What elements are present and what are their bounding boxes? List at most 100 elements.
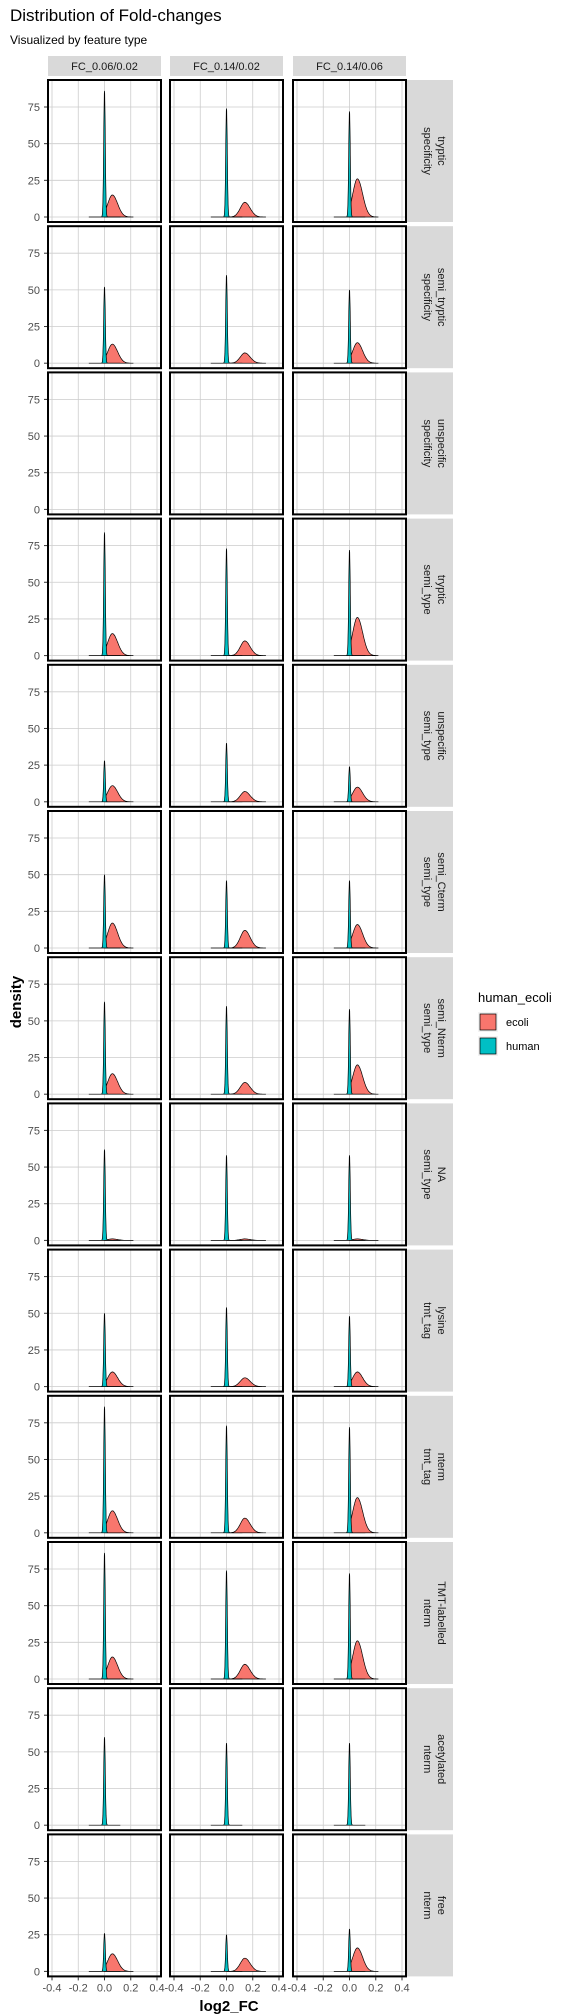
facet-panel <box>47 810 162 954</box>
row-strip-label: semi_Cterm <box>435 852 447 911</box>
human-density <box>210 1155 243 1241</box>
panel-border <box>169 1541 284 1685</box>
facet-panel <box>169 79 284 223</box>
human-density <box>210 1934 243 1972</box>
y-tick-label: 25 <box>28 175 40 187</box>
panel-border <box>47 1541 162 1685</box>
facet-panel <box>292 956 407 1101</box>
panel-border <box>169 810 284 954</box>
row-strip <box>407 1834 453 1977</box>
human-density <box>333 1316 366 1387</box>
y-tick-label: 25 <box>28 1784 40 1796</box>
ecoli-density <box>349 1497 379 1534</box>
y-tick-label: 75 <box>28 1856 40 1868</box>
human-density <box>88 1001 121 1095</box>
y-tick-label: 50 <box>28 431 40 443</box>
chart-title: Distribution of Fold-changes <box>10 6 222 25</box>
row-strip-label: specificity <box>421 420 433 468</box>
x-tick-label: 0.2 <box>123 1982 138 1994</box>
panel-border <box>47 810 162 954</box>
row-strip-label: tryptic <box>435 136 447 166</box>
y-tick-label: 50 <box>28 139 40 151</box>
human-density <box>333 289 366 364</box>
row-strip-label: nterm <box>421 1599 433 1627</box>
facet-panel <box>47 517 162 662</box>
panel-border <box>47 79 162 223</box>
panel-border <box>169 1833 284 1978</box>
human-density <box>88 286 121 364</box>
y-tick-label: 25 <box>28 322 40 334</box>
facet-panel <box>169 956 284 1101</box>
ecoli-density <box>226 1957 266 1972</box>
panel-border <box>292 371 407 516</box>
human-density <box>333 1928 366 1972</box>
human-density <box>210 1006 243 1095</box>
y-tick-label: 25 <box>28 468 40 480</box>
y-tick-label: 0 <box>34 1089 40 1101</box>
y-tick-label: 50 <box>28 285 40 297</box>
facet-panel <box>169 810 284 954</box>
panel-border <box>169 225 284 370</box>
human-density <box>210 548 243 656</box>
human-density <box>210 1743 243 1826</box>
ecoli-density <box>104 1238 134 1241</box>
ecoli-density <box>349 1238 379 1241</box>
human-density <box>88 874 121 949</box>
ecoli-density <box>226 930 266 949</box>
y-tick-label: 25 <box>28 760 40 772</box>
panel-border <box>47 371 162 516</box>
ecoli-density <box>226 1082 266 1095</box>
x-axis-title: log2_FC <box>199 1998 258 2015</box>
ecoli-density <box>104 633 134 656</box>
panel-border <box>47 517 162 662</box>
x-tick-label: -0.4 <box>288 1982 307 1994</box>
panel-border <box>169 79 284 223</box>
human-density <box>333 880 366 949</box>
human-density <box>88 1149 121 1241</box>
ecoli-density <box>104 1371 134 1387</box>
human-density <box>210 1307 243 1387</box>
y-tick-label: 75 <box>28 102 40 114</box>
y-tick-label: 50 <box>28 1454 40 1466</box>
ecoli-density <box>104 1953 134 1972</box>
legend-label-human: human <box>506 1041 540 1053</box>
facet-panels <box>47 79 407 1978</box>
facet-panel <box>47 1541 162 1685</box>
ecoli-density <box>349 178 379 218</box>
panel-border <box>292 1102 407 1247</box>
column-strip <box>293 56 406 76</box>
y-tick-label: 50 <box>28 1308 40 1320</box>
panel-border <box>292 517 407 662</box>
ecoli-density <box>226 1517 266 1534</box>
row-strip-label: tmt_tag <box>421 1302 433 1339</box>
row-strip <box>407 80 453 222</box>
human-density <box>333 111 366 218</box>
facet-panel <box>47 663 162 808</box>
human-density <box>88 1552 121 1680</box>
row-strip <box>407 226 453 369</box>
x-tick-label: -0.2 <box>191 1982 210 1994</box>
chart-subtitle: Visualized by feature type <box>10 33 148 47</box>
row-strip-label: semi_type <box>421 565 433 615</box>
facet-panel <box>292 1833 407 1978</box>
panel-border <box>292 663 407 808</box>
ecoli-density <box>226 201 266 218</box>
panel-border <box>292 1833 407 1978</box>
y-tick-label: 50 <box>28 1893 40 1905</box>
y-tick-label: 75 <box>28 1710 40 1722</box>
row-strip-label: semi_type <box>421 857 433 907</box>
human-density <box>333 1427 366 1534</box>
row-strip-label: semi_type <box>421 1003 433 1053</box>
x-tick-label: 0.4 <box>149 1982 164 1994</box>
y-tick-label: 25 <box>28 1199 40 1211</box>
y-tick-label: 75 <box>28 248 40 260</box>
facet-panel <box>292 1248 407 1393</box>
panel-border <box>169 1248 284 1393</box>
column-strip-label: FC_0.14/0.02 <box>193 61 260 73</box>
human-density <box>210 1425 243 1534</box>
facet-panel <box>169 1687 284 1832</box>
row-strip-label: NA <box>435 1167 447 1183</box>
facet-panel <box>169 225 284 370</box>
human-density <box>88 532 121 656</box>
facet-strips: FC_0.06/0.02 FC_0.14/0.02 FC_0.14/0.06spec… <box>48 56 453 1977</box>
